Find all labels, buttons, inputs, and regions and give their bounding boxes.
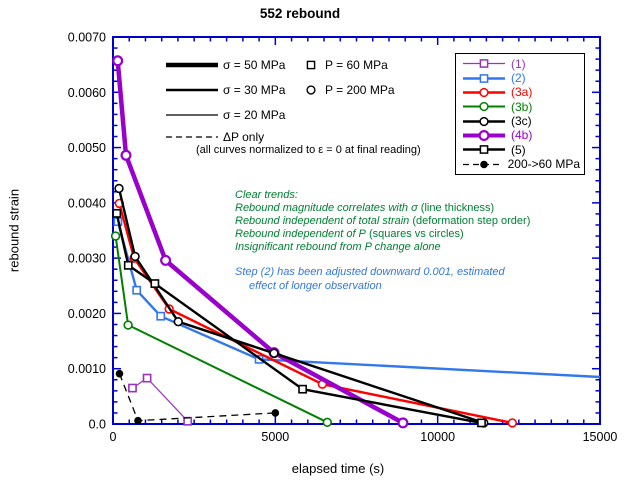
svg-text:0.0070: 0.0070 [68, 31, 106, 45]
legend-entry-200->60 MPa: 200->60 MPa [462, 157, 580, 172]
svg-text:5000: 5000 [261, 430, 289, 444]
normalization-note: (all curves normalized to ε = 0 at final… [196, 144, 421, 156]
legend-entry-label: 200->60 MPa [507, 157, 580, 172]
svg-text:0.0030: 0.0030 [68, 252, 106, 266]
blue-annotation: Step (2) has been adjusted downward 0.00… [235, 266, 505, 293]
legend-entry-label: (3c) [511, 114, 532, 129]
svg-text:0.0010: 0.0010 [68, 362, 106, 376]
legend-entry-(4b): (4b) [462, 128, 580, 143]
sigma-legend-row: ΔP only [165, 129, 265, 144]
series-(3b) [110, 231, 332, 428]
sigma-legend-row: σ = 30 MPa [165, 82, 286, 97]
legend-entry-label: (3a) [511, 85, 533, 100]
sigma-legend-row: σ = 20 MPa [165, 107, 286, 122]
legend-entry-(3c): (3c) [462, 114, 580, 129]
series-(1) [128, 373, 193, 426]
legend-entry-label: (5) [511, 142, 526, 157]
green-annotation: Clear trends: Rebound magnitude correlate… [235, 189, 530, 254]
marker-legend-label: P = 200 MPa [325, 82, 395, 97]
legend-entry-(3a): (3a) [462, 85, 580, 100]
svg-text:10000: 10000 [420, 430, 455, 444]
legend-entry-label: (2) [511, 71, 526, 86]
series-legend: (1) (2) (3a) (3b) (3c) (4b) (5) 200->60 MPa [455, 53, 585, 175]
green-annotation-line: Rebound magnitude correlates with σ (lin… [235, 202, 495, 214]
legend-entry-label: (1) [511, 56, 526, 71]
svg-text:0.0: 0.0 [89, 418, 106, 432]
chart-title: 552 rebound [259, 6, 341, 21]
legend-entry-label: (3b) [511, 99, 533, 114]
sigma-legend-label: σ = 30 MPa [223, 82, 286, 97]
svg-text:0: 0 [110, 430, 117, 444]
legend-entry-label: (4b) [511, 128, 533, 143]
green-annotation-line: Insignificant rebound from P change alon… [235, 241, 441, 253]
sigma-legend-label: ΔP only [223, 129, 265, 144]
legend-entry-(3b): (3b) [462, 99, 580, 114]
svg-text:0.0050: 0.0050 [68, 141, 106, 155]
tick-labels: 0 5000 10000 15000 0.0 0.0010 0.0020 0.0030 0.00… [68, 31, 618, 445]
marker-legend-row: P = 200 MPa [303, 82, 395, 97]
green-annotation-line: Rebound independent of P (squares vs cir… [235, 228, 464, 240]
svg-text:15000: 15000 [583, 430, 618, 444]
sigma-legend-label: σ = 50 MPa [223, 57, 286, 72]
series-200->60 MPa [115, 369, 280, 425]
x-axis-label: elapsed time (s) [291, 461, 385, 476]
green-annotation-line: Rebound independent of total strain (def… [235, 215, 531, 227]
legend-entry-(5): (5) [462, 142, 580, 157]
series-(5) [112, 208, 486, 428]
marker-legend-label: P = 60 MPa [325, 57, 388, 72]
svg-text:0.0060: 0.0060 [68, 86, 106, 100]
sigma-legend-row: σ = 50 MPa [165, 57, 286, 72]
svg-text:0.0040: 0.0040 [68, 196, 106, 210]
blue-annotation-line: effect of longer observation [249, 279, 382, 292]
sigma-legend-label: σ = 20 MPa [223, 107, 286, 122]
legend-entry-(2): (2) [462, 71, 580, 86]
svg-text:0.0020: 0.0020 [68, 307, 106, 321]
y-axis-label: rebound strain [6, 188, 22, 273]
green-annotation-line: Clear trends: [235, 189, 298, 201]
plot-frame [112, 36, 601, 425]
blue-annotation-line: Step (2) has been adjusted downward 0.00… [235, 266, 505, 278]
legend-entry-(1): (1) [462, 56, 580, 71]
marker-legend-row: P = 60 MPa [303, 57, 388, 72]
